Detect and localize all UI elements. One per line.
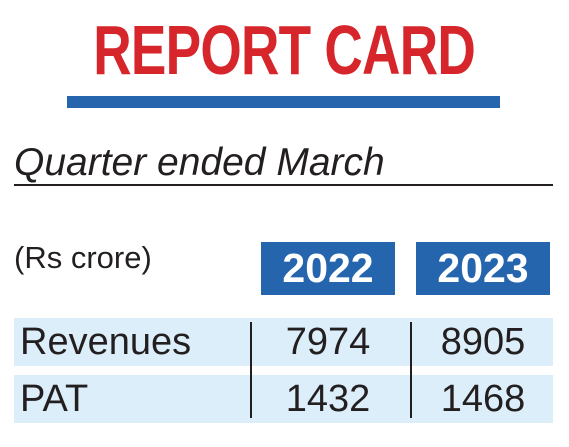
row-label-revenues: Revenues [20, 321, 192, 363]
column-header-2023: 2023 [416, 242, 550, 295]
cell-revenues-2022: 7974 [285, 321, 371, 363]
row-label-pat: PAT [20, 378, 89, 420]
column-divider [410, 322, 412, 418]
cell-pat-2022: 1432 [285, 378, 371, 420]
unit-label: (Rs crore) [14, 240, 152, 275]
cell-revenues-2023: 8905 [440, 321, 526, 363]
period-subtitle: Quarter ended March [14, 141, 385, 184]
subtitle-underline [14, 184, 553, 186]
report-title: REPORT CARD [93, 11, 476, 89]
column-header-2022: 2022 [261, 242, 395, 295]
column-divider [250, 322, 252, 418]
cell-pat-2023: 1468 [440, 378, 526, 420]
title-underline [67, 96, 500, 108]
table-row-revenues [14, 318, 553, 366]
table-row-pat [14, 375, 553, 423]
